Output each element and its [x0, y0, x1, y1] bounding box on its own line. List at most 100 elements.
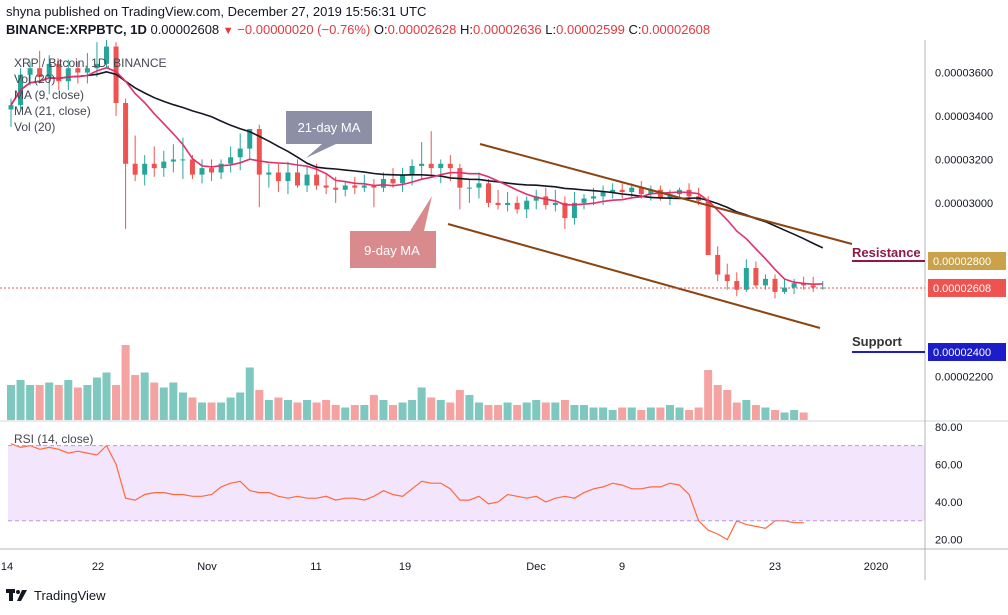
high-value: 0.00002636	[472, 22, 542, 37]
volume-bar	[417, 387, 426, 420]
footer-brand: TradingView	[34, 588, 106, 603]
volume-bar	[455, 390, 464, 420]
candle-body	[65, 68, 71, 82]
candle-body	[466, 187, 472, 189]
legend-vol2: Vol (20)	[14, 120, 56, 134]
price-change: −0.00000020 (−0.76%)	[237, 22, 371, 37]
ma9-callout-label: 9-day MA	[364, 243, 420, 258]
support-price-tag-bg	[928, 343, 1006, 361]
candle-body	[533, 196, 539, 201]
tradingview-logo-icon	[6, 588, 27, 601]
last-price: 0.00002608	[150, 22, 220, 37]
candle-body	[94, 63, 100, 69]
price-tick-label: 0.00003200	[935, 154, 993, 166]
volume-bar	[255, 390, 264, 420]
volume-bar	[608, 410, 617, 420]
volume-bar	[713, 385, 722, 420]
candle-body	[8, 105, 14, 110]
candle-body	[600, 192, 606, 197]
volume-bar	[465, 395, 474, 420]
candle-body	[142, 163, 148, 175]
candle-body	[228, 157, 234, 164]
candle-body	[667, 194, 673, 199]
candle-body	[514, 202, 520, 210]
volume-bar	[54, 385, 63, 420]
volume-bar	[761, 407, 770, 420]
volume-bar	[283, 400, 292, 420]
candle-body	[505, 202, 511, 206]
candle-body	[151, 163, 157, 169]
volume-bar	[665, 405, 674, 420]
published-info: shyna published on TradingView.com, Dece…	[6, 4, 427, 19]
volume-bar	[121, 345, 130, 420]
candle-body	[648, 189, 654, 195]
rsi-tick-label: 60.00	[935, 459, 963, 471]
volume-bar	[522, 402, 531, 420]
candle-body	[571, 202, 577, 219]
candle-body	[170, 159, 176, 162]
volume-bar	[751, 405, 760, 420]
candle-body	[638, 187, 644, 195]
price-tick-label: 0.00003000	[935, 198, 993, 210]
volume-bar	[427, 397, 436, 420]
candle-body	[256, 129, 262, 175]
candle-body	[810, 285, 816, 288]
candle-body	[476, 183, 482, 188]
time-tick-label: Nov	[197, 561, 217, 573]
volume-bar	[341, 407, 350, 420]
support-label: Support	[852, 334, 902, 349]
volume-bar	[7, 385, 15, 420]
volume-bar	[551, 402, 560, 420]
candle-body	[419, 163, 425, 166]
volume-bar	[73, 387, 82, 420]
volume-bar	[675, 407, 684, 420]
price-tick-label: 0.00003400	[935, 111, 993, 123]
resistance-price-tag: 0.00002800	[933, 256, 991, 268]
candle-body	[323, 185, 329, 188]
candle-body	[180, 159, 186, 161]
candle-body	[782, 287, 788, 292]
overlays: Resistance Support 21-day MA 9-day MA	[0, 111, 925, 522]
time-tick-label: 14	[1, 561, 13, 573]
volume-bar	[685, 410, 694, 420]
legend-vol: Vol (20)	[14, 72, 56, 86]
plot-area[interactable]	[0, 40, 925, 420]
volume-bar	[732, 402, 741, 420]
legend-ma9: MA (9, close)	[14, 88, 85, 102]
candle-body	[619, 189, 625, 192]
volume-bar	[45, 382, 54, 420]
price-chart[interactable]: Resistance Support 21-day MA 9-day MA 0.000…	[0, 40, 1008, 580]
volume-bar	[236, 392, 245, 420]
footer: TradingView	[6, 588, 106, 603]
volume-bar	[771, 410, 779, 420]
candle-body	[438, 163, 444, 169]
volume-bars	[7, 345, 808, 420]
time-tick-label: 22	[92, 561, 104, 573]
candle-body	[37, 68, 43, 77]
candle-body	[524, 200, 530, 210]
volume-bar	[350, 405, 359, 420]
ma21-line	[10, 70, 824, 249]
candle-body	[543, 196, 549, 206]
channel-lower-line	[447, 223, 821, 329]
support-price-tag: 0.00002400	[933, 347, 991, 359]
volume-bar	[799, 412, 808, 420]
candle-body	[581, 198, 587, 203]
open-label: O:	[373, 22, 388, 37]
volume-bar	[494, 405, 503, 420]
volume-bar	[484, 405, 493, 420]
candle-body	[333, 187, 339, 190]
resistance-price-tag-bg	[928, 252, 1006, 270]
volume-bar	[245, 367, 254, 420]
volume-bar	[408, 400, 417, 420]
volume-bar	[560, 400, 569, 420]
open-value: 0.00002628	[387, 22, 457, 37]
volume-bar	[131, 375, 140, 420]
volume-bar	[570, 405, 579, 420]
candle-body	[304, 174, 310, 186]
candle-body	[715, 254, 721, 275]
volume-bar	[474, 402, 483, 420]
volume-bar	[694, 407, 703, 420]
volume-bar	[178, 392, 187, 420]
volume-bar	[379, 400, 388, 420]
